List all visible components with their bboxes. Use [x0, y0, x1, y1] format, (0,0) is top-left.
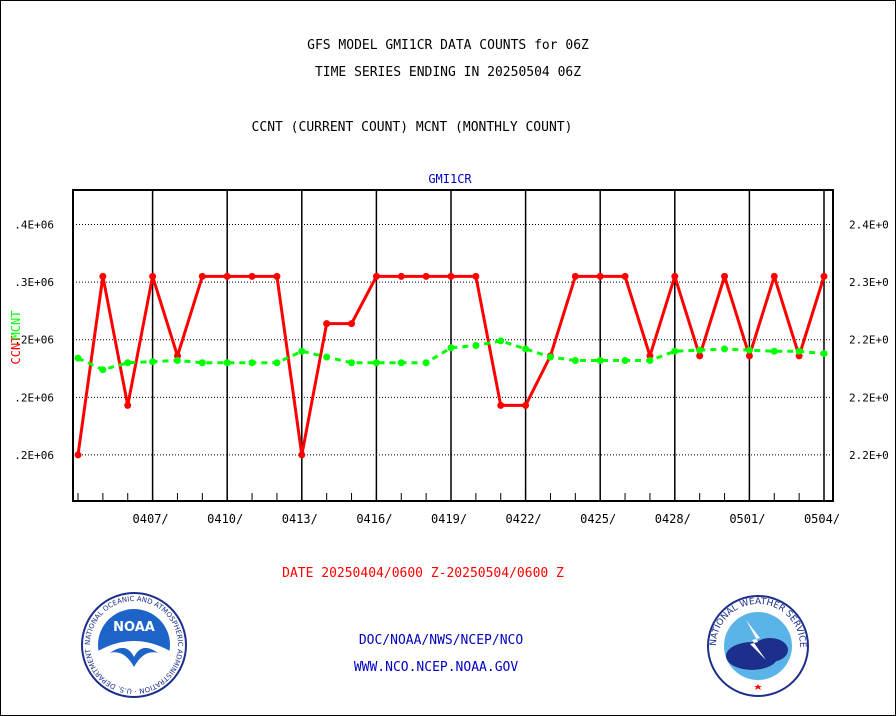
data-point-mcnt: [198, 359, 206, 367]
series-layer: [74, 272, 828, 459]
y-tick-label-right: 2.4E+0: [849, 219, 889, 232]
data-point-ccnt: [149, 272, 157, 280]
y-tick-label-left: .3E+06: [14, 276, 54, 289]
data-point-ccnt: [621, 272, 629, 280]
data-point-ccnt: [671, 272, 679, 280]
data-point-mcnt: [298, 347, 306, 355]
data-point-mcnt: [621, 356, 629, 364]
data-point-mcnt: [422, 359, 430, 367]
y-axis-label-mcnt: MCNT: [9, 311, 23, 340]
data-point-ccnt: [273, 272, 281, 280]
data-point-ccnt: [124, 401, 132, 409]
data-point-mcnt: [149, 358, 157, 366]
data-point-mcnt: [571, 356, 579, 364]
data-point-ccnt: [696, 352, 704, 360]
data-point-mcnt: [497, 337, 505, 345]
data-point-ccnt: [522, 401, 530, 409]
x-tick-label: 0407/: [133, 512, 169, 526]
data-point-ccnt: [223, 272, 231, 280]
data-point-ccnt: [745, 352, 753, 360]
data-point-ccnt: [348, 320, 356, 328]
y-tick-label-left: .4E+06: [14, 219, 54, 232]
data-point-mcnt: [74, 354, 82, 362]
org-line: DOC/NOAA/NWS/NCEP/NCO: [358, 633, 524, 648]
data-point-mcnt: [596, 356, 604, 364]
data-point-ccnt: [472, 272, 480, 280]
x-tick-label: 0501/: [729, 512, 765, 526]
y-tick-label-right: 2.2E+0: [849, 334, 889, 347]
noaa-logo-text: NOAA: [113, 620, 155, 635]
data-point-mcnt: [124, 359, 132, 367]
data-point-mcnt: [323, 353, 331, 361]
noaa-logo: NATIONAL OCEANIC AND ATMOSPHERIC ADMINIS…: [80, 591, 187, 698]
chart-title: GMI1CR: [428, 172, 472, 186]
y-tick-label-left: .2E+06: [14, 449, 54, 462]
y-tick-label-left: .2E+06: [14, 391, 54, 404]
data-point-mcnt: [770, 347, 778, 355]
x-tick-label: 0504/: [804, 512, 840, 526]
x-tick-label: 0419/: [431, 512, 467, 526]
y-tick-label-right: 2.2E+0: [849, 449, 889, 462]
data-point-ccnt: [820, 272, 828, 280]
data-point-ccnt: [447, 272, 455, 280]
data-point-mcnt: [223, 359, 231, 367]
nws-logo: NATIONAL WEATHER SERVICE: [707, 595, 809, 697]
data-point-ccnt: [397, 272, 405, 280]
data-point-ccnt: [298, 451, 306, 459]
data-point-ccnt: [422, 272, 430, 280]
data-point-mcnt: [546, 353, 554, 361]
data-point-mcnt: [99, 366, 107, 374]
header-line-3: CCNT (CURRENT COUNT) MCNT (MONTHLY COUNT…: [251, 120, 573, 135]
x-tick-label: 0416/: [356, 512, 392, 526]
data-point-mcnt: [522, 345, 530, 353]
data-point-mcnt: [671, 347, 679, 355]
data-point-ccnt: [74, 451, 82, 459]
data-point-mcnt: [646, 356, 654, 364]
x-tick-label: 0425/: [580, 512, 616, 526]
data-point-ccnt: [721, 272, 729, 280]
plot-area-border: [72, 189, 834, 502]
y-tick-label-right: 2.2E+0: [849, 391, 889, 404]
y-axis-label-ccnt: CCNT: [9, 336, 23, 365]
x-tick-label: 0410/: [207, 512, 243, 526]
data-point-ccnt: [99, 272, 107, 280]
data-point-ccnt: [571, 272, 579, 280]
data-point-mcnt: [397, 359, 405, 367]
url-line: WWW.NCO.NCEP.NOAA.GOV: [353, 660, 519, 675]
data-point-mcnt: [795, 347, 803, 355]
data-point-mcnt: [820, 350, 828, 358]
data-point-mcnt: [248, 359, 256, 367]
data-point-mcnt: [745, 346, 753, 354]
data-point-mcnt: [696, 346, 704, 354]
x-tick-label: 0428/: [655, 512, 691, 526]
data-point-ccnt: [248, 272, 256, 280]
header-line-2: TIME SERIES ENDING IN 20250504 06Z: [314, 65, 582, 80]
x-tick-label: 0413/: [282, 512, 318, 526]
y-tick-labels-right: 2.2E+0 2.2E+0 2.2E+0 2.3E+0 2.4E+0: [849, 219, 889, 462]
data-point-mcnt: [447, 344, 455, 352]
y-tick-labels-left: .2E+06 .2E+06 .2E+06 .3E+06 .4E+06: [14, 219, 54, 462]
data-point-ccnt: [770, 272, 778, 280]
date-range-label: DATE 20250404/0600 Z-20250504/0600 Z: [282, 566, 564, 581]
data-point-mcnt: [173, 356, 181, 364]
data-point-ccnt: [372, 272, 380, 280]
data-point-mcnt: [721, 345, 729, 353]
data-point-ccnt: [596, 272, 604, 280]
header-line-1: GFS MODEL GMI1CR DATA COUNTS for 06Z: [307, 38, 589, 53]
y-tick-label-right: 2.3E+0: [849, 276, 889, 289]
data-point-mcnt: [472, 342, 480, 349]
data-point-mcnt: [348, 359, 356, 367]
x-tick-labels: 0407/0410/0413/0416/0419/0422/0425/0428/…: [133, 512, 841, 526]
data-point-mcnt: [273, 359, 281, 367]
x-tick-label: 0422/: [506, 512, 542, 526]
data-point-mcnt: [372, 359, 380, 367]
data-point-ccnt: [323, 320, 331, 328]
y-tick-label-left: .2E+06: [14, 334, 54, 347]
data-point-ccnt: [198, 272, 206, 280]
data-point-ccnt: [497, 401, 505, 409]
